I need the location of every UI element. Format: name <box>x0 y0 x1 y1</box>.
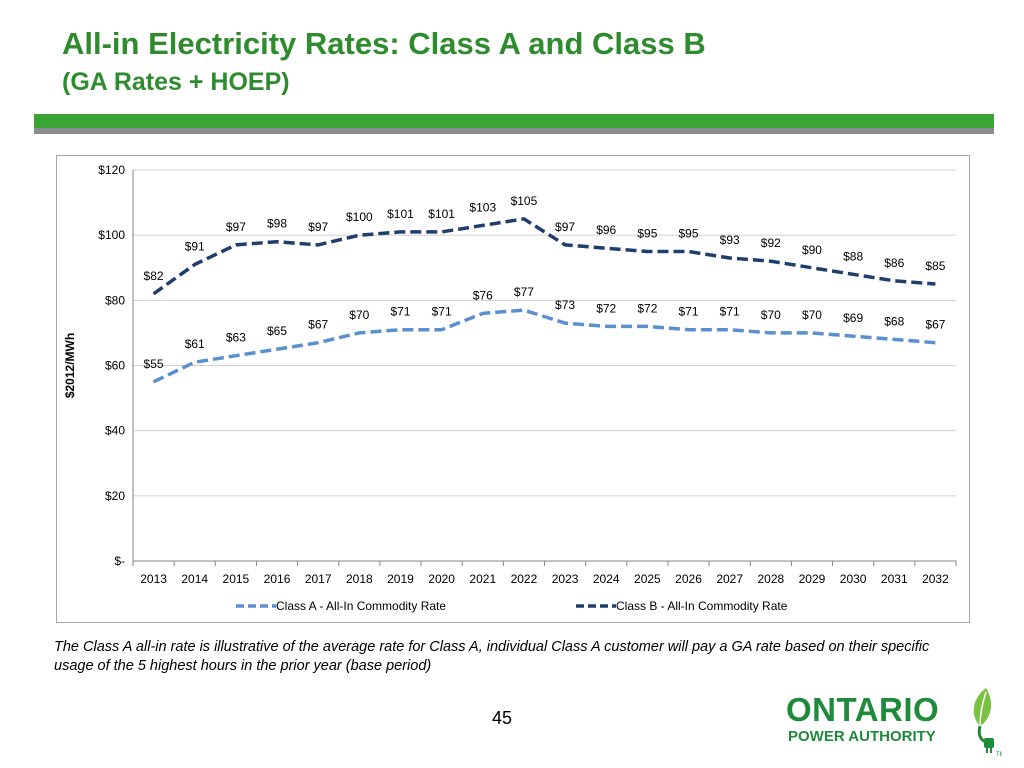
x-tick-label: 2016 <box>264 572 291 586</box>
data-label-class-b: $92 <box>761 236 781 250</box>
legend-label-class-a: Class A - All-In Commodity Rate <box>276 599 446 613</box>
x-tick-label: 2021 <box>469 572 496 586</box>
axes: $- $20 $40 $60 $80 $100 $120 2013 2014 2015 2016 20… <box>98 163 957 586</box>
data-label-class-a: $73 <box>555 298 575 312</box>
logo-text-ontario: ONTARIO <box>786 691 940 728</box>
series-lines <box>152 217 936 384</box>
y-tick-label: $120 <box>98 163 125 177</box>
leaf-plug-icon: TM <box>973 688 1002 758</box>
y-tick-label: $20 <box>105 489 125 503</box>
x-tick-label: 2013 <box>140 572 167 586</box>
data-label-class-a: $68 <box>884 314 904 328</box>
data-label-class-b: $86 <box>884 256 904 270</box>
data-label-class-a: $61 <box>185 337 205 351</box>
chart-frame <box>56 155 970 623</box>
data-label-class-a: $76 <box>473 288 493 302</box>
data-label-class-b: $82 <box>144 269 164 283</box>
data-label-class-b: $93 <box>720 233 740 247</box>
x-tick-label: 2022 <box>511 572 538 586</box>
data-label-class-b: $98 <box>267 217 287 231</box>
chart-legend: Class A - All-In Commodity Rate Class B -… <box>236 599 788 613</box>
y-axis-title: $2012/MWh <box>63 333 77 398</box>
slide-title: All-in Electricity Rates: Class A and Cl… <box>62 26 706 61</box>
header-band-gray <box>34 128 994 134</box>
data-label-class-a: $67 <box>308 318 328 332</box>
data-label-class-a: $71 <box>679 305 699 319</box>
x-tick-label: 2030 <box>840 572 867 586</box>
trademark-mark: TM <box>996 752 1002 758</box>
data-label-class-a: $77 <box>514 285 534 299</box>
slide-subtitle: (GA Rates + HOEP) <box>62 68 290 96</box>
data-label-class-b: $95 <box>679 226 699 240</box>
y-tick-label: $80 <box>105 293 125 307</box>
data-label-class-b: $96 <box>596 223 616 237</box>
data-label-class-a: $69 <box>843 311 863 325</box>
opa-logo: ONTARIO POWER AUTHORITY TM <box>786 686 1006 758</box>
data-label-class-b: $88 <box>843 249 863 263</box>
data-label-class-b: $95 <box>637 226 657 240</box>
x-tick-label: 2017 <box>305 572 332 586</box>
x-tick-label: 2023 <box>552 572 579 586</box>
data-label-class-a: $71 <box>720 305 740 319</box>
data-label-class-a: $71 <box>390 305 410 319</box>
x-tick-label: 2014 <box>181 572 208 586</box>
data-label-class-a: $63 <box>226 331 246 345</box>
x-tick-label: 2025 <box>634 572 661 586</box>
line-chart: $- $20 $40 $60 $80 $100 $120 2013 2014 2015 2016 20… <box>63 163 957 613</box>
gridlines <box>133 169 956 562</box>
x-tick-label: 2020 <box>428 572 455 586</box>
data-label-class-b: $85 <box>925 259 945 273</box>
x-tick-label: 2019 <box>387 572 414 586</box>
data-label-class-a: $70 <box>802 308 822 322</box>
data-label-class-a: $72 <box>596 301 616 315</box>
data-label-class-a: $65 <box>267 324 287 338</box>
data-label-class-b: $101 <box>387 207 414 221</box>
y-tick-label: $- <box>114 554 125 568</box>
data-label-class-b: $97 <box>308 220 328 234</box>
data-label-class-a: $55 <box>144 357 164 371</box>
x-tick-label: 2028 <box>757 572 784 586</box>
data-label-class-b: $103 <box>469 200 496 214</box>
data-label-class-b: $101 <box>428 207 455 221</box>
legend-label-class-b: Class B - All-In Commodity Rate <box>616 599 788 613</box>
y-tick-label: $100 <box>98 228 125 242</box>
data-label-class-a: $70 <box>761 308 781 322</box>
data-label-class-a: $67 <box>925 318 945 332</box>
data-label-class-b: $90 <box>802 243 822 257</box>
data-label-class-a: $72 <box>637 301 657 315</box>
page-number: 45 <box>492 708 513 728</box>
series-class-a-line <box>152 308 936 384</box>
logo-text-power-authority: POWER AUTHORITY <box>788 728 936 745</box>
data-label-class-b: $91 <box>185 239 205 253</box>
x-tick-label: 2015 <box>223 572 250 586</box>
x-tick-label: 2018 <box>346 572 373 586</box>
y-tick-label: $40 <box>105 424 125 438</box>
data-label-class-a: $71 <box>432 305 452 319</box>
data-label-class-b: $97 <box>555 220 575 234</box>
data-labels: $55 $61 $63 $65 $67 $70 $71 $71 $76 $77 $73 $72 $72 $… <box>144 194 946 371</box>
data-label-class-a: $70 <box>349 308 369 322</box>
x-tick-label: 2032 <box>922 572 949 586</box>
x-tick-label: 2031 <box>881 572 908 586</box>
x-tick-label: 2024 <box>593 572 620 586</box>
x-tick-label: 2027 <box>716 572 743 586</box>
data-label-class-b: $97 <box>226 220 246 234</box>
y-tick-label: $60 <box>105 359 125 373</box>
x-tick-label: 2026 <box>675 572 702 586</box>
header-band-green <box>34 114 994 128</box>
footnote: The Class A all-in rate is illustrative … <box>54 639 930 674</box>
data-label-class-b: $105 <box>511 194 538 208</box>
x-tick-label: 2029 <box>799 572 826 586</box>
series-class-b-line <box>152 217 936 296</box>
data-label-class-b: $100 <box>346 210 373 224</box>
